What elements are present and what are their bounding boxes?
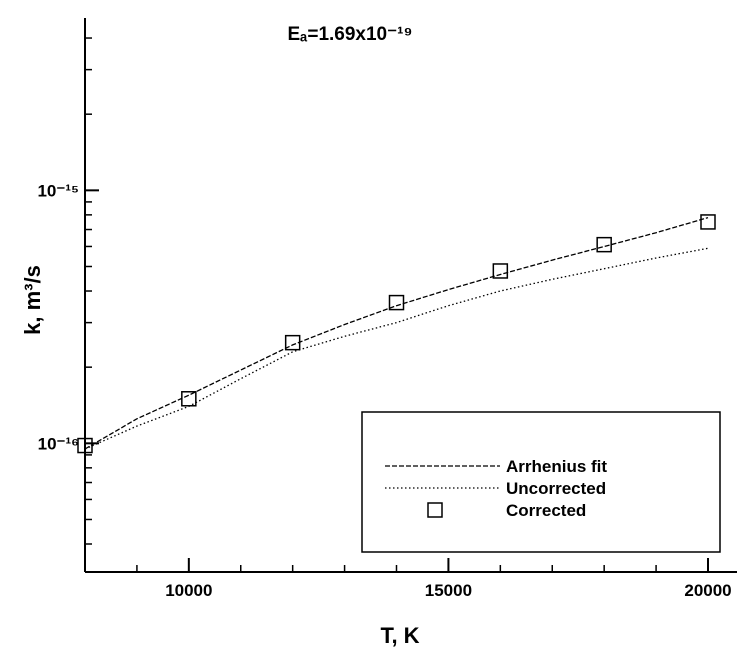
y-tick-label: 10⁻¹⁵ xyxy=(37,181,79,200)
marker xyxy=(181,391,197,407)
x-tick-label: 15000 xyxy=(425,581,472,600)
legend-label: Arrhenius fit xyxy=(506,457,607,476)
y-tick-label: 10⁻¹⁶ xyxy=(38,434,79,453)
chart-title: Eₐ=1.69x10⁻¹⁹ xyxy=(288,24,413,45)
x-tick-label: 10000 xyxy=(165,581,212,600)
y-axis-label: k, m³/s xyxy=(20,265,45,335)
marker xyxy=(77,437,93,454)
x-axis-label: T, K xyxy=(380,623,419,648)
marker xyxy=(284,334,301,351)
legend-label: Uncorrected xyxy=(506,479,606,498)
marker xyxy=(700,214,716,230)
legend-label: Corrected xyxy=(506,501,586,520)
legend-box xyxy=(361,411,721,553)
marker xyxy=(492,263,509,279)
marker xyxy=(388,294,405,311)
legend-marker xyxy=(427,502,443,518)
x-tick-label: 20000 xyxy=(684,581,731,600)
marker xyxy=(596,236,612,253)
series-line xyxy=(84,216,709,450)
